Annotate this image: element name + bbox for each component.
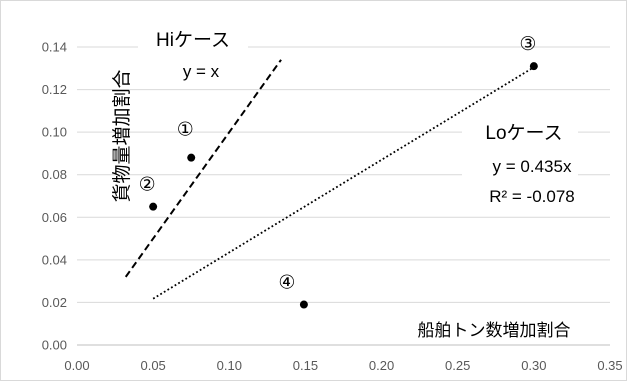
- hi-case-line: [124, 59, 282, 278]
- lo-case-equation: y = 0.435x: [493, 157, 572, 176]
- y-axis-label: 貨物量増加割合: [111, 69, 133, 202]
- x-axis-label: 船舶トン数増加割合: [418, 321, 571, 340]
- point-label: ③: [519, 34, 536, 55]
- y-tick-label: 0.08: [42, 167, 67, 182]
- point-label: ②: [139, 175, 156, 196]
- lo-annotation-box: [462, 116, 578, 212]
- axis-layer: 0.00 0.02 0.04 0.06 0.08 0.10 0.12 0.14 0.00 0.05…: [42, 40, 623, 374]
- y-tick-label: 0.10: [42, 125, 67, 140]
- data-points: ① ② ③ ④: [139, 34, 538, 309]
- data-point: [529, 62, 538, 71]
- x-tick-label: 0.25: [445, 358, 470, 373]
- data-point: [299, 300, 308, 309]
- y-tick-label: 0.00: [42, 338, 67, 353]
- hi-case-equation: y = x: [183, 62, 220, 81]
- y-tick-label: 0.06: [42, 210, 67, 225]
- x-tick-label: 0.15: [293, 358, 318, 373]
- lo-case-label: Loケース: [485, 123, 562, 144]
- trend-lines: [124, 59, 535, 300]
- x-tick-label: 0.00: [64, 358, 89, 373]
- hi-case-label: Hiケース: [156, 30, 230, 51]
- lo-case-r2: R² = -0.078: [489, 187, 575, 206]
- x-tick-label: 0.05: [140, 358, 165, 373]
- x-tick-label: 0.30: [521, 358, 546, 373]
- data-point: [149, 202, 158, 211]
- lo-case-line: [152, 66, 535, 300]
- x-tick-label: 0.10: [217, 358, 242, 373]
- y-tick-label: 0.02: [42, 295, 67, 310]
- data-point: [187, 153, 196, 162]
- point-label: ①: [177, 120, 194, 141]
- hi-annotation-box: [138, 22, 248, 86]
- point-label: ④: [278, 273, 295, 294]
- y-tick-label: 0.14: [42, 40, 67, 55]
- x-tick-label: 0.20: [369, 358, 394, 373]
- y-tick-label: 0.12: [42, 82, 67, 97]
- x-tick-label: 0.35: [597, 358, 622, 373]
- y-tick-label: 0.04: [42, 252, 67, 267]
- grid-layer: [77, 46, 610, 303]
